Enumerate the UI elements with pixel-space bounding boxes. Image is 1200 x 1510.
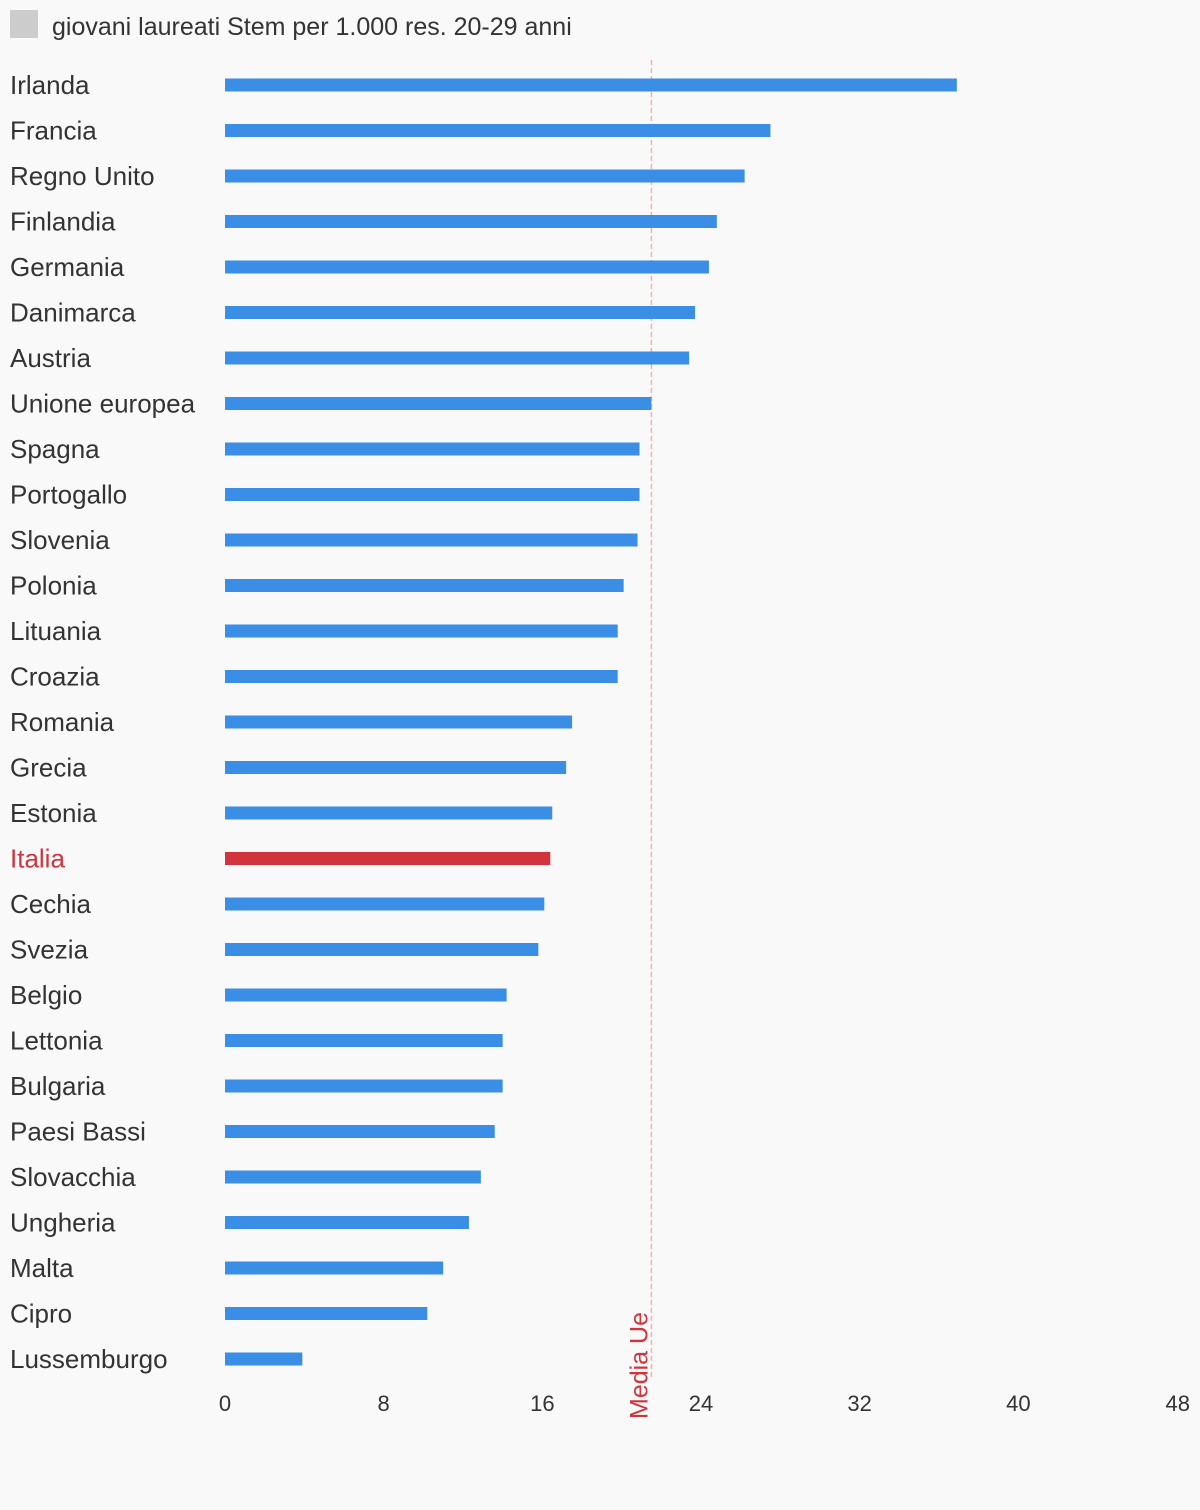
bar <box>225 1125 495 1138</box>
x-tick-label: 40 <box>1006 1391 1030 1416</box>
category-label: Unione europea <box>10 389 196 419</box>
bar <box>225 1307 428 1320</box>
category-label: Estonia <box>10 798 97 828</box>
category-label: Italia <box>10 844 65 874</box>
legend: giovani laureati Stem per 1.000 res. 20-… <box>10 10 572 41</box>
category-label: Finlandia <box>10 207 116 237</box>
bars <box>225 78 957 1366</box>
bar <box>225 988 507 1002</box>
category-label: Portogallo <box>10 480 127 510</box>
x-tick-label: 8 <box>378 1391 390 1416</box>
bar <box>225 579 624 592</box>
reference-line-label: Media Ue <box>625 1312 653 1419</box>
bar <box>225 897 545 911</box>
category-label: Ungheria <box>10 1208 116 1238</box>
category-label: Slovenia <box>10 525 110 555</box>
legend-swatch <box>10 10 38 38</box>
legend-label: giovani laureati Stem per 1.000 res. 20-… <box>52 13 572 41</box>
category-label: Croazia <box>10 662 100 692</box>
bar <box>225 260 709 274</box>
category-label: Grecia <box>10 753 87 783</box>
bar <box>225 806 553 820</box>
x-tick-label: 0 <box>219 1391 231 1416</box>
bar <box>225 943 539 956</box>
bar <box>225 397 652 410</box>
bar <box>225 1170 481 1184</box>
bar <box>225 351 690 365</box>
category-label: Svezia <box>10 935 89 965</box>
category-label: Francia <box>10 116 97 146</box>
category-label: Lussemburgo <box>10 1344 168 1374</box>
category-label: Lituania <box>10 616 102 646</box>
bar <box>225 1352 303 1366</box>
bar <box>225 306 696 319</box>
x-tick-label: 48 <box>1166 1391 1190 1416</box>
category-label: Bulgaria <box>10 1071 106 1101</box>
bar <box>225 124 771 137</box>
bar <box>225 624 618 638</box>
category-label: Regno Unito <box>10 161 155 191</box>
category-label: Spagna <box>10 434 100 464</box>
category-labels: Irlanda Francia Regno Unito Finlandia German… <box>10 70 196 1374</box>
category-label: Danimarca <box>10 298 136 328</box>
bar <box>225 670 618 683</box>
bar <box>225 215 717 228</box>
bar <box>225 1079 503 1093</box>
bar <box>225 488 640 501</box>
reference-line-group: Media Ue <box>625 60 653 1419</box>
bar <box>225 761 567 774</box>
bar <box>225 1034 503 1047</box>
category-label: Germania <box>10 252 125 282</box>
bar <box>225 169 745 183</box>
bar <box>225 852 551 865</box>
category-label: Slovacchia <box>10 1162 136 1192</box>
bar <box>225 78 957 92</box>
bar <box>225 533 638 547</box>
category-label: Romania <box>10 707 115 737</box>
category-label: Austria <box>10 343 91 373</box>
bar <box>225 715 573 729</box>
category-label: Cechia <box>10 889 91 919</box>
category-label: Malta <box>10 1253 74 1283</box>
category-label: Lettonia <box>10 1026 103 1056</box>
category-label: Paesi Bassi <box>10 1117 146 1147</box>
bar <box>225 1261 444 1275</box>
x-axis-ticks: 0 8 16 24 32 40 48 <box>219 1391 1190 1416</box>
category-label: Cipro <box>10 1299 72 1329</box>
category-label: Polonia <box>10 571 97 601</box>
x-tick-label: 16 <box>530 1391 554 1416</box>
bar <box>225 1216 469 1229</box>
x-tick-label: 24 <box>689 1391 713 1416</box>
bar <box>225 442 640 456</box>
category-label: Irlanda <box>10 70 90 100</box>
category-label: Belgio <box>10 980 82 1010</box>
x-tick-label: 32 <box>847 1391 871 1416</box>
